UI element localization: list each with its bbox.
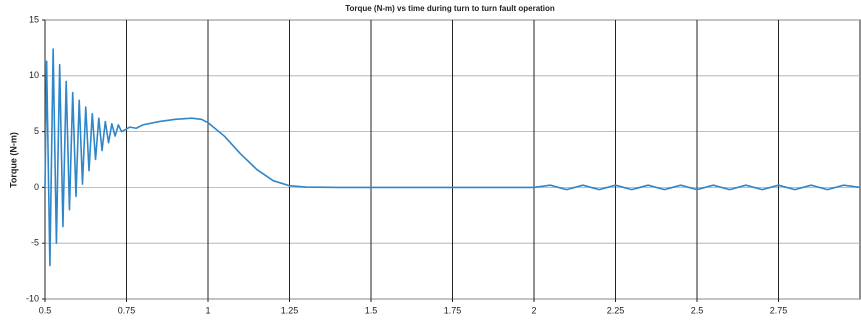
x-tick-label: 1.25 xyxy=(281,305,299,315)
x-tick-label: 2 xyxy=(531,305,536,315)
x-tick-label: 1 xyxy=(205,305,210,315)
data-line xyxy=(44,48,861,267)
y-tick-label: -5 xyxy=(31,238,39,248)
chart-title: Torque (N-m) vs time during turn to turn… xyxy=(345,4,555,13)
y-tick-label: 0 xyxy=(34,182,39,192)
x-tick-label: 0.5 xyxy=(39,305,52,315)
y-tick-label: -10 xyxy=(26,293,39,303)
y-tick-label: 15 xyxy=(29,14,39,24)
x-tick-label: 1.5 xyxy=(365,305,378,315)
y-axis-label: Torque (N-m) xyxy=(8,132,18,188)
x-tick-label: 2.5 xyxy=(691,305,704,315)
x-tick-label: 2.75 xyxy=(770,305,788,315)
x-tick-label: 1.75 xyxy=(444,305,462,315)
x-tick-label: 2.25 xyxy=(607,305,625,315)
x-tick-label: 0.75 xyxy=(118,305,136,315)
y-tick-label: 5 xyxy=(34,126,39,136)
y-tick-label: 10 xyxy=(29,70,39,80)
